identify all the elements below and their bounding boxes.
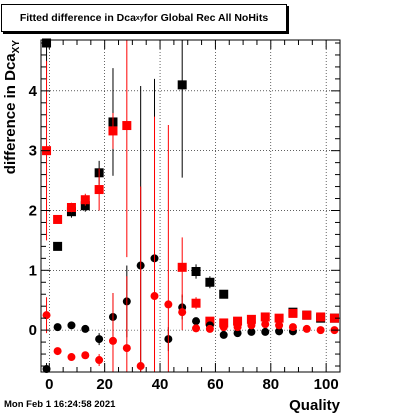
data-point-circle xyxy=(261,327,270,336)
data-point-circle xyxy=(122,344,131,353)
data-point-circle xyxy=(178,308,187,317)
x-tick-label: 40 xyxy=(152,376,169,393)
data-point-circle xyxy=(233,329,242,338)
data-point-circle xyxy=(288,323,297,332)
x-tick-label: 80 xyxy=(262,376,279,393)
timestamp: Mon Feb 1 16:24:58 2021 xyxy=(4,399,116,410)
data-point-circle xyxy=(275,321,284,330)
data-point-circle xyxy=(219,330,228,339)
chart-title: Fitted difference in Dca xy for Global Re… xyxy=(1,4,287,32)
data-point-square xyxy=(219,289,229,299)
data-point-circle xyxy=(53,347,62,356)
data-point-square xyxy=(260,312,270,322)
x-tick-label: 20 xyxy=(96,376,113,393)
y-tick-label: 0 xyxy=(29,322,37,339)
data-point-circle xyxy=(95,356,104,365)
data-point-square xyxy=(53,241,63,251)
data-point-circle xyxy=(53,323,62,332)
data-point-circle xyxy=(192,317,201,326)
y-tick-label: 4 xyxy=(29,83,38,100)
data-point-square xyxy=(246,314,256,324)
y-axis-label: difference in DcaXY xyxy=(2,40,22,175)
data-point-circle xyxy=(192,324,201,333)
data-point-circle xyxy=(81,324,90,333)
y-tick-label: 3 xyxy=(29,143,37,160)
data-point-square xyxy=(233,316,243,326)
data-point-square xyxy=(274,313,284,323)
data-point-circle xyxy=(205,324,214,333)
axis-ticks: 0 20 40 60 80 100 0 1 2 3 4 xyxy=(29,40,341,393)
data-point-square xyxy=(122,121,132,131)
data-point-square xyxy=(302,310,312,320)
data-point-square xyxy=(205,277,215,287)
data-point-square xyxy=(80,195,90,205)
y-tick-label: 1 xyxy=(29,262,37,279)
data-point-square xyxy=(191,267,201,277)
data-point-square xyxy=(108,126,118,136)
data-point-circle xyxy=(150,292,159,301)
data-point-square xyxy=(288,308,298,318)
data-point-circle xyxy=(108,336,117,345)
data-point-square xyxy=(66,202,76,212)
data-point-square xyxy=(205,316,215,326)
x-tick-label: 100 xyxy=(314,376,339,393)
data-point-square xyxy=(94,185,104,195)
data-point-circle xyxy=(42,311,51,320)
y-tick-label: 2 xyxy=(29,202,37,219)
data-point-square xyxy=(329,313,339,323)
data-point-circle xyxy=(81,351,90,360)
data-point-circle xyxy=(233,323,242,332)
data-point-circle xyxy=(164,300,173,309)
data-point-square xyxy=(177,262,187,272)
x-axis-label: Quality xyxy=(289,397,341,414)
data-point-circle xyxy=(67,321,76,330)
data-point-square xyxy=(191,298,201,308)
data-point-circle xyxy=(275,327,284,336)
data-point-square xyxy=(219,318,229,328)
data-point-circle xyxy=(219,323,228,332)
data-point-square xyxy=(177,80,187,90)
data-point-circle xyxy=(247,327,256,336)
data-point-square xyxy=(316,312,326,322)
data-point-circle xyxy=(67,353,76,362)
data-point-circle xyxy=(136,362,145,371)
data-point-square xyxy=(53,214,63,224)
data-point-square xyxy=(42,38,52,48)
data-point-circle xyxy=(247,321,256,330)
plot-frame xyxy=(40,39,341,373)
data-point-circle xyxy=(95,335,104,344)
x-tick-label: 60 xyxy=(207,376,224,393)
data-point-circle xyxy=(261,320,270,329)
data-point-circle xyxy=(316,326,325,335)
data-point-circle xyxy=(42,365,51,374)
data-markers xyxy=(42,38,339,374)
data-point-circle xyxy=(302,324,311,333)
x-tick-label: 0 xyxy=(45,376,53,393)
